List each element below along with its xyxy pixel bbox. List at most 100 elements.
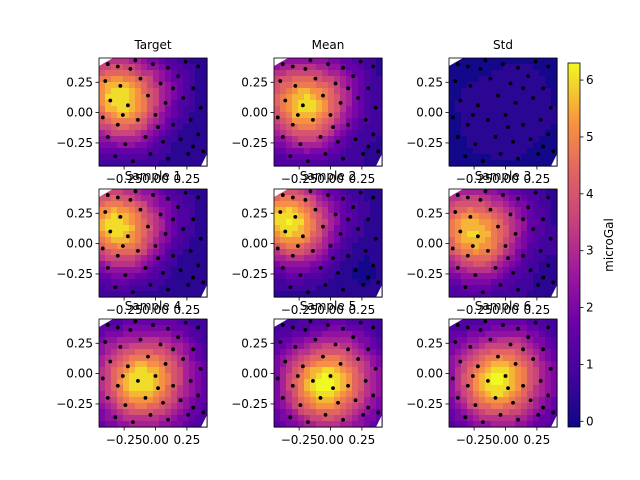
heatmap-cell (370, 112, 377, 119)
heatmap-cell (310, 100, 317, 107)
heatmap-cell (111, 373, 118, 380)
heatmap-cell (165, 379, 172, 386)
heatmap-cell (461, 189, 468, 196)
heatmap-cell (135, 106, 142, 113)
heatmap-cell (111, 397, 118, 404)
heatmap-cell (539, 112, 546, 119)
heatmap-cell (280, 160, 287, 167)
heatmap-cell (123, 343, 130, 350)
heatmap-cell (111, 243, 118, 250)
heatmap-cell (455, 279, 462, 286)
heatmap-cell (195, 373, 202, 380)
heatmap-cell (274, 231, 281, 238)
heatmap-cell (461, 94, 468, 101)
heatmap-cell (455, 379, 462, 386)
heatmap-cell (509, 219, 516, 226)
heatmap-cell (491, 58, 498, 65)
heatmap-cell (292, 267, 299, 274)
colorbar-tick-label: 0 (586, 414, 594, 428)
heatmap-cell (334, 213, 341, 220)
heatmap-cell (545, 82, 552, 89)
heatmap-cell (467, 195, 474, 202)
heatmap-cell (177, 70, 184, 77)
heatmap-cell (159, 94, 166, 101)
heatmap-cell (322, 261, 329, 268)
heatmap-cell (533, 409, 540, 416)
heatmap-cell (467, 243, 474, 250)
heatmap-cell (316, 94, 323, 101)
heatmap-cell (286, 291, 293, 298)
heatmap-cell (183, 219, 190, 226)
heatmap-cell (491, 88, 498, 95)
heatmap-cell (189, 343, 196, 350)
heatmap-cell (183, 361, 190, 368)
heatmap-cell (328, 118, 335, 125)
heatmap-cell (340, 373, 347, 380)
heatmap-cell (515, 76, 522, 83)
heatmap-cell (551, 201, 558, 208)
heatmap-cell (280, 82, 287, 89)
heatmap-cell (171, 130, 178, 137)
heatmap-cell (99, 213, 106, 220)
heatmap-cell (177, 261, 184, 268)
heatmap-cell (165, 142, 172, 149)
heatmap-cell (147, 64, 154, 71)
heatmap-cell (123, 88, 130, 95)
heatmap-cell (461, 331, 468, 338)
heatmap-cell (316, 64, 323, 71)
heatmap-cell (352, 361, 359, 368)
heatmap-cell (334, 285, 341, 292)
heatmap-cell (189, 331, 196, 338)
heatmap-cell (370, 88, 377, 95)
heatmap-cell (201, 106, 208, 113)
heatmap-cell (286, 397, 293, 404)
heatmap-cell (485, 195, 492, 202)
heatmap-cell (358, 94, 365, 101)
heatmap-cell (479, 148, 486, 155)
heatmap-cell (298, 106, 305, 113)
heatmap-cell (461, 213, 468, 220)
heatmap-cell (141, 325, 148, 332)
heatmap-cell (153, 391, 160, 398)
heatmap-cell (521, 100, 528, 107)
heatmap-cell (117, 112, 124, 119)
heatmap-cell (195, 189, 202, 196)
heatmap-cell (527, 58, 534, 65)
heatmap-cell (376, 118, 383, 125)
station-point (158, 81, 163, 86)
heatmap-cell (334, 421, 341, 428)
heatmap-cell (497, 201, 504, 208)
heatmap-cell (177, 195, 184, 202)
heatmap-cell (123, 64, 130, 71)
heatmap-cell (292, 279, 299, 286)
station-point (338, 361, 343, 366)
heatmap-cell (473, 213, 480, 220)
heatmap-cell (334, 130, 341, 137)
heatmap-cell (449, 279, 456, 286)
heatmap-cell (467, 355, 474, 362)
heatmap-cell (479, 136, 486, 143)
heatmap-cell (364, 361, 371, 368)
heatmap-cell (171, 409, 178, 416)
station-point (341, 326, 345, 331)
station-point (501, 193, 505, 197)
panel-title: Sample 5 (300, 299, 356, 313)
heatmap-cell (515, 219, 522, 226)
heatmap-cell (527, 385, 534, 392)
heatmap-cell (503, 136, 510, 143)
heatmap-cell (183, 106, 190, 113)
heatmap-cell (370, 219, 377, 226)
heatmap-cell (105, 118, 112, 125)
station-point (198, 105, 203, 110)
station-point (465, 253, 470, 258)
heatmap-cell (165, 373, 172, 380)
heatmap-cell (147, 355, 154, 362)
heatmap-cell (117, 409, 124, 416)
heatmap-cell (123, 231, 130, 238)
heatmap-cell (147, 195, 154, 202)
heatmap-cell (328, 415, 335, 422)
heatmap-cell (545, 279, 552, 286)
station-point (483, 58, 488, 63)
heatmap-cell (195, 343, 202, 350)
heatmap-cell (316, 237, 323, 244)
